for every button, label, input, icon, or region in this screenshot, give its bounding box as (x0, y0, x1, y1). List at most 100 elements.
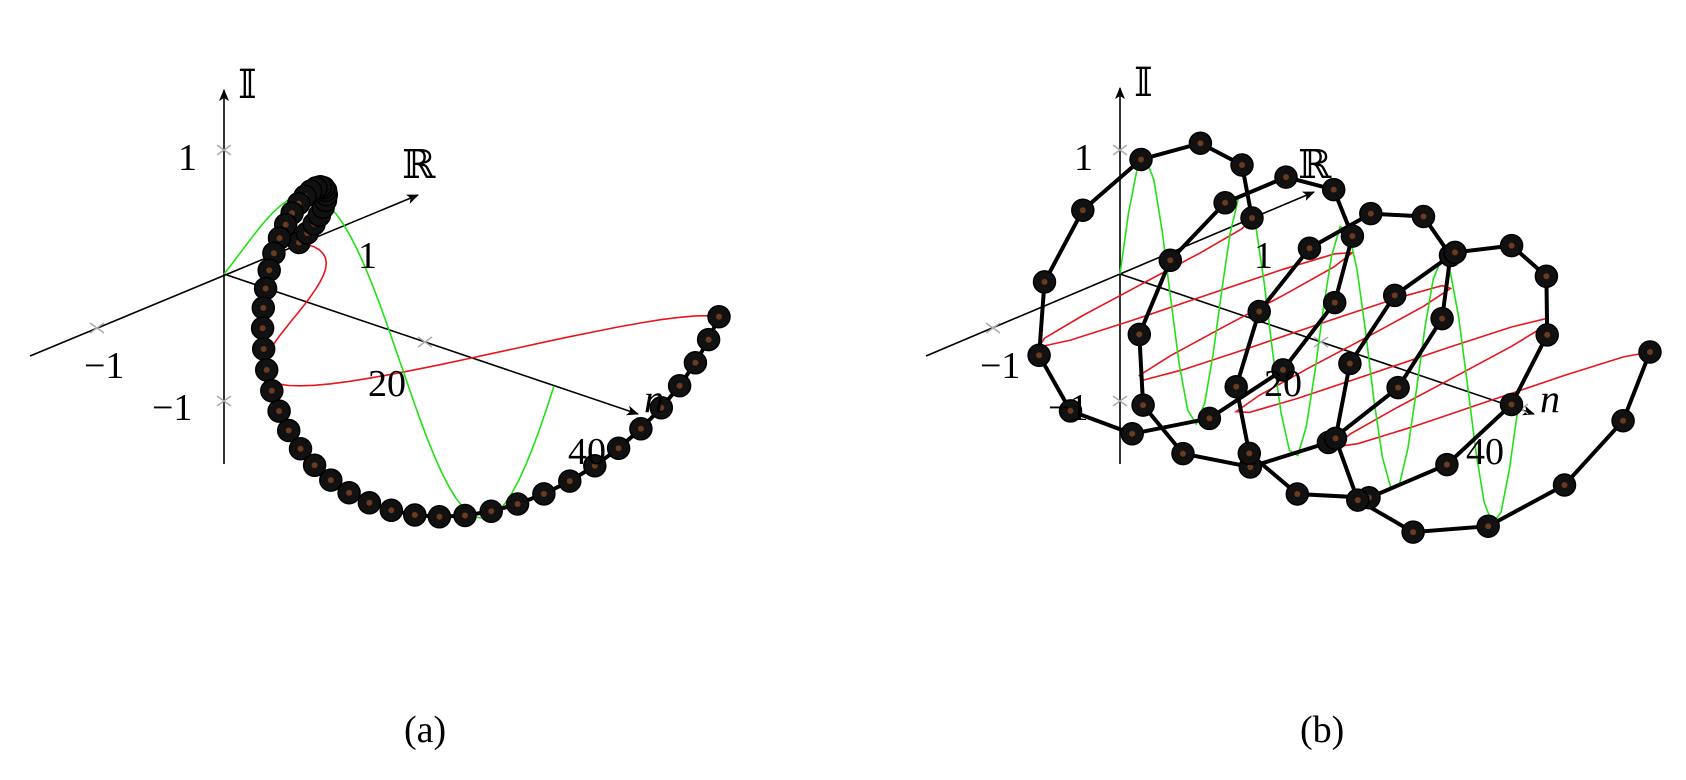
sample-point-center (540, 490, 547, 497)
sample-point-center (658, 404, 665, 411)
sample-point-center (1233, 383, 1240, 390)
caption-a: (a) (404, 709, 446, 751)
tick-label-imag-neg-a: −1 (152, 387, 192, 429)
sample-point-center (1647, 349, 1653, 355)
sample-point-center (1079, 207, 1086, 214)
sample-point-center (1067, 407, 1074, 414)
sample-point-center (1354, 497, 1361, 504)
sample-point-center (1367, 210, 1374, 217)
tick-label-imag-pos-a: 1 (178, 137, 197, 179)
sample-point-center (1222, 199, 1229, 206)
sample-point-center (285, 427, 292, 434)
n-axis-a (223, 273, 639, 416)
sample-point-center (1167, 257, 1174, 264)
sample-point-center (1140, 402, 1147, 409)
sample-point-center (411, 512, 418, 518)
sample-point-center (263, 366, 270, 373)
sample-point-center (1452, 249, 1458, 256)
sample-point-center (591, 462, 598, 469)
sample-point-center (1443, 461, 1450, 468)
sample-point-center (1249, 215, 1255, 221)
sample-point-center (566, 478, 573, 485)
sample-point-center (282, 221, 289, 228)
sample-point-center (1561, 482, 1568, 488)
sample-point-center (1239, 162, 1245, 168)
sample-point-center (260, 346, 267, 352)
sample-point-center (615, 445, 622, 452)
n-axis-label-b: n (1540, 376, 1560, 421)
imag-part-curve-b (1119, 155, 1519, 527)
sample-point-center (705, 336, 712, 343)
tick-label-n20-b: 20 (1264, 363, 1302, 405)
sample-point-center (1246, 450, 1253, 457)
sequence-polyline (260, 184, 721, 519)
n-axis-b (1119, 273, 1535, 416)
sample-point-center (276, 408, 283, 415)
sample-point-center (260, 304, 267, 311)
tick-label-real-neg-a: −1 (84, 345, 124, 387)
sample-point-center (1138, 156, 1144, 163)
sample-point-center (488, 508, 495, 515)
sample-point-center (1280, 366, 1286, 373)
sample-points-b (1027, 131, 1662, 544)
real-axis-label-a: ℝ (402, 142, 436, 187)
sample-point-center (1508, 242, 1515, 249)
sample-point-center (1332, 435, 1339, 442)
sample-point-center (716, 313, 722, 320)
tick-label-n40-b: 40 (1466, 431, 1504, 473)
sample-point-center (462, 512, 468, 519)
imag-projection-line (1119, 155, 1519, 527)
sample-point-center (1543, 273, 1550, 280)
tick-label-real-pos-b: 1 (1254, 235, 1273, 277)
tick-label-n20-a: 20 (368, 363, 406, 405)
sample-point-center (297, 445, 304, 452)
sample-point-center (266, 267, 273, 274)
tick-label-real-pos-a: 1 (358, 235, 377, 277)
sample-point-center (1197, 140, 1204, 147)
sample-point-center (1306, 245, 1313, 252)
sample-point-center (366, 499, 373, 506)
tick-label-imag-neg-b: −1 (1048, 387, 1088, 429)
sample-point-center (1180, 450, 1186, 457)
tick-label-real-neg-b: −1 (980, 345, 1020, 387)
sample-point-center (1247, 464, 1254, 470)
real-axis-label-b: ℝ (1298, 142, 1332, 187)
tick-label-imag-pos-b: 1 (1074, 137, 1093, 179)
sample-point-center (1206, 415, 1213, 422)
panel-a: 𝕀 ℝ n 1 −1 1 −1 20 40 (a) (29, 62, 731, 751)
sample-point-center (1410, 529, 1417, 536)
sample-point-center (1485, 523, 1492, 530)
sample-point-center (637, 425, 644, 432)
sample-point-center (1294, 491, 1301, 497)
imag-axis-label-a: 𝕀 (238, 62, 257, 107)
sample-point-center (276, 235, 283, 242)
caption-b: (b) (1300, 709, 1344, 751)
sample-point-center (1349, 233, 1356, 240)
sample-point-center (1330, 186, 1337, 193)
sample-point-center (1420, 213, 1427, 220)
sample-point-center (1041, 278, 1048, 285)
sample-point-center (1391, 292, 1398, 299)
sample-point-center (1544, 331, 1551, 338)
sample-points-a (250, 175, 731, 529)
sample-point-center (270, 250, 277, 257)
sample-point-center (1508, 401, 1515, 408)
sample-point-center (1331, 299, 1338, 306)
sample-point-center (692, 359, 699, 366)
sample-point-center (1439, 315, 1446, 322)
sample-point-center (262, 285, 269, 292)
sample-point-center (311, 462, 318, 469)
sample-point-center (268, 387, 275, 394)
n-axis-label-a: n (644, 376, 664, 421)
tick-marks-a (89, 144, 433, 407)
sample-point-center (1136, 331, 1143, 338)
sample-point-center (1395, 384, 1402, 391)
tick-label-n40-a: 40 (568, 431, 606, 473)
sample-point-center (327, 477, 334, 484)
sample-point-center (1129, 430, 1136, 437)
sample-point-center (259, 325, 266, 332)
sample-point-center (676, 382, 683, 389)
sample-point-center (436, 513, 443, 520)
sample-point-center (346, 489, 353, 496)
